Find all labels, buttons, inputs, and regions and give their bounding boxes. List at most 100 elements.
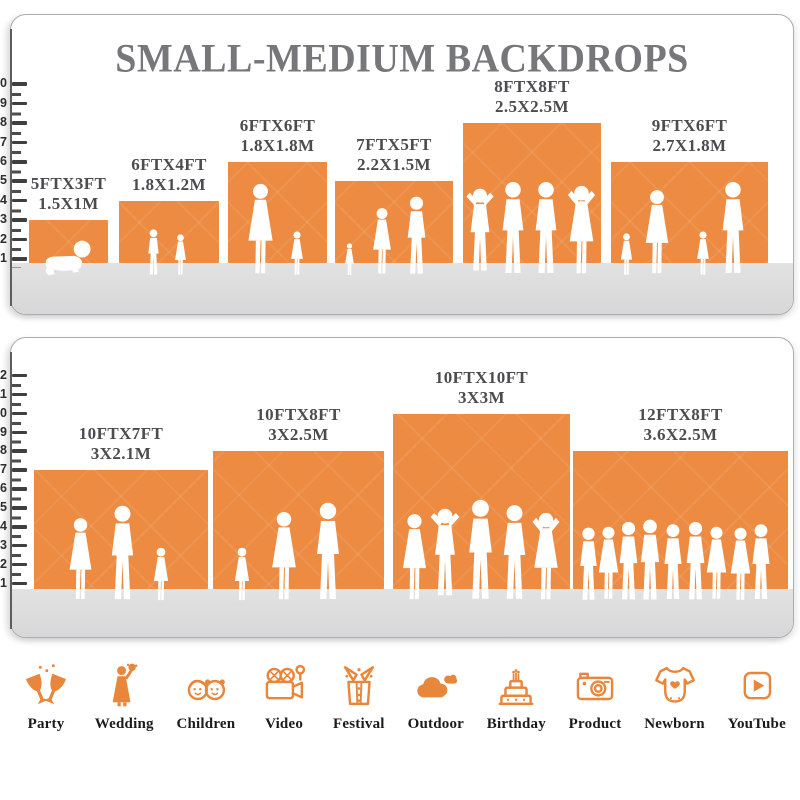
backdrop-bar-10x8: 10FTX8FT 3X2.5M <box>213 405 384 589</box>
ruler-tick-label: 5 <box>0 173 7 188</box>
backdrop-size-label: 8FTX8FT 2.5X2.5M <box>494 77 570 117</box>
category-label: Newborn <box>644 716 705 732</box>
man-silhouette <box>105 505 140 602</box>
woman-silhouette <box>367 207 397 276</box>
category-label: Video <box>265 716 304 732</box>
product-icon <box>576 672 614 701</box>
ruler-line <box>9 352 12 629</box>
ground-strip <box>11 263 793 314</box>
category-festival: Festival <box>333 660 385 733</box>
ruler-tick-label: 7 <box>0 134 7 149</box>
size-ft: 7FTX5FT <box>356 134 432 154</box>
category-product: Product <box>569 660 622 733</box>
backdrop-bar-5x3: 5FTX3FT 1.5X1M <box>29 174 108 263</box>
page-title: SMALL-MEDIUM BACKDROPS <box>115 36 689 82</box>
ruler-tick-label: 1 <box>0 575 7 590</box>
size-ft: 6FTX4FT <box>131 154 207 174</box>
baby-silhouette <box>40 239 94 276</box>
ruler-tick-label: 2 <box>0 231 7 246</box>
posing-silhouette <box>463 185 497 276</box>
ground-strip <box>11 589 793 637</box>
backdrop-size-label: 10FTX7FT 3X2.1M <box>79 424 163 464</box>
backdrop-size-label: 10FTX8FT 3X2.5M <box>256 405 340 445</box>
size-ft: 9FTX6FT <box>651 115 728 135</box>
woman-silhouette <box>264 511 304 602</box>
child-silhouette <box>149 547 173 602</box>
category-party: Party <box>20 660 72 733</box>
wedding-icon <box>112 663 138 707</box>
posing-silhouette <box>561 185 602 276</box>
backdrop-bar-12x8: 12FTX8FT 3.6X2.5M <box>573 405 788 589</box>
ruler-tick-label: 4 <box>0 192 7 207</box>
ruler-tick-label: 10 <box>0 76 7 91</box>
category-birthday: Birthday <box>487 660 546 733</box>
backdrop-size-label: 10FTX10FT 3X3M <box>435 368 528 408</box>
child-silhouette <box>145 229 162 276</box>
ruler-tick: 10 <box>0 76 27 90</box>
ruler-tick-label: 3 <box>0 537 7 552</box>
category-label: Party <box>27 716 65 732</box>
man-silhouette <box>747 523 775 602</box>
child-silhouette <box>617 233 636 276</box>
woman-silhouette <box>638 189 676 276</box>
ruler-tick-label: 12 <box>0 367 7 382</box>
backdrop-bar-6x4: 6FTX4FT 1.8X1.2M <box>119 155 219 263</box>
man-silhouette <box>716 181 750 276</box>
size-m: 1.8X1.8M <box>240 135 315 155</box>
backdrop-size-label: 5FTX3FT 1.5X1M <box>31 174 107 214</box>
category-row: Party Wedding <box>20 660 786 733</box>
backdrop-bar-6x6: 6FTX6FT 1.8X1.8M <box>228 116 327 263</box>
size-m: 2.2X1.5M <box>356 154 432 174</box>
festival-icon <box>343 666 374 706</box>
backdrop-bar-8x8: 8FTX8FT 2.5X2.5M <box>463 77 601 263</box>
size-ft: 12FTX8FT <box>638 404 723 424</box>
ruler-line <box>9 29 12 306</box>
size-m: 1.8X1.2M <box>131 174 207 194</box>
backdrop-size-label: 6FTX4FT 1.8X1.2M <box>131 155 207 195</box>
backdrop-bar-10x7: 10FTX7FT 3X2.1M <box>34 424 208 589</box>
size-m: 3X2.1M <box>90 443 152 463</box>
size-ft: 10FTX7FT <box>78 423 164 443</box>
child-silhouette <box>693 231 713 276</box>
category-label: Product <box>568 716 622 732</box>
category-newborn: Newborn <box>644 660 705 733</box>
party-icon <box>25 664 67 705</box>
category-children: Children <box>176 660 235 733</box>
size-m: 3X3M <box>458 387 505 407</box>
category-label: Festival <box>333 716 385 732</box>
size-ft: 5FTX3FT <box>30 173 107 193</box>
category-label: YouTube <box>727 716 786 732</box>
man-silhouette <box>529 181 563 276</box>
ruler-tick-label: 8 <box>0 443 7 458</box>
ruler-tick-label: 7 <box>0 462 7 477</box>
size-m: 1.5X1M <box>38 193 99 213</box>
category-label: Birthday <box>486 716 546 732</box>
backdrop-bar-7x5: 7FTX5FT 2.2X1.5M <box>335 135 453 263</box>
ruler-tick: 12 <box>0 368 27 382</box>
size-m: 2.7X1.8M <box>652 135 727 155</box>
woman-silhouette <box>240 183 281 276</box>
ruler-tick-label: 2 <box>0 556 7 571</box>
newborn-icon <box>654 666 695 703</box>
backdrop-size-label: 12FTX8FT 3.6X2.5M <box>638 405 722 445</box>
backdrop-bar-9x6: 9FTX6FT 2.7X1.8M <box>611 116 768 263</box>
child-silhouette <box>230 547 254 602</box>
ruler-tick-label: 10 <box>0 405 7 420</box>
ruler-tick-label: 8 <box>0 115 7 130</box>
ruler-tick-label: 1 <box>0 251 7 265</box>
ruler-minor-ticks <box>12 92 21 268</box>
ruler-tick-label: 9 <box>0 95 7 110</box>
category-label: Wedding <box>94 716 154 732</box>
size-ft: 6FTX6FT <box>239 115 316 135</box>
outdoor-icon <box>417 674 457 698</box>
backdrop-bar-10x10: 10FTX10FT 3X3M <box>393 368 570 589</box>
ruler-tick-label: 5 <box>0 500 7 515</box>
size-m: 3X2.5M <box>268 424 329 444</box>
video-icon <box>265 664 306 700</box>
medium-large-panel: 12 11 10 9 8 7 6 5 4 3 2 1 10FTX7FT 3X2.… <box>0 337 794 638</box>
size-m: 3.6X2.5M <box>643 424 718 444</box>
category-label: Children <box>176 716 236 732</box>
backdrop-size-label: 9FTX6FT 2.7X1.8M <box>652 116 728 156</box>
category-wedding: Wedding <box>95 660 154 733</box>
